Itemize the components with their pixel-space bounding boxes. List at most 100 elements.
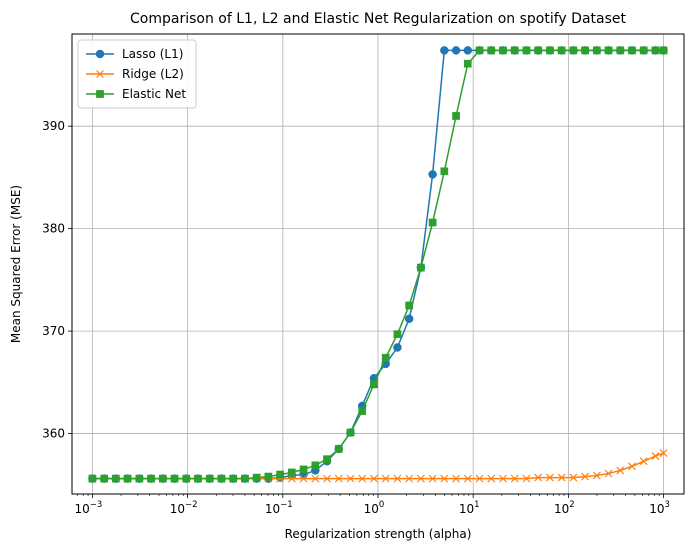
x-tick-label: 102 xyxy=(554,500,575,516)
x-tick-label-exponent: 3 xyxy=(664,500,669,510)
data-point xyxy=(616,466,625,475)
grid-layer xyxy=(72,34,684,494)
x-tick-label-base: 10 xyxy=(554,502,569,516)
data-point xyxy=(592,471,601,480)
data-point xyxy=(628,462,636,471)
data-point xyxy=(334,474,343,483)
data-point xyxy=(651,46,660,55)
data-point xyxy=(487,474,496,483)
data-point xyxy=(452,112,460,120)
data-point xyxy=(346,428,355,437)
data-point xyxy=(358,474,367,483)
x-marker-stroke xyxy=(534,473,543,482)
x-tick-label: 10−1 xyxy=(265,500,293,516)
x-tick-label-exponent: 0 xyxy=(379,500,384,510)
data-point xyxy=(463,46,473,55)
data-point xyxy=(487,46,496,55)
legend-item: Ridge (L2) xyxy=(86,67,184,81)
data-point xyxy=(123,474,132,483)
x-tick-label: 103 xyxy=(649,500,670,516)
x-tick-label-base: 10 xyxy=(364,502,379,516)
data-point xyxy=(428,170,437,179)
data-point xyxy=(252,473,261,482)
data-point xyxy=(381,474,390,483)
data-point xyxy=(510,474,519,483)
series-elastic-net xyxy=(88,46,668,483)
data-point xyxy=(323,455,331,464)
x-marker-stroke xyxy=(96,70,104,78)
x-marker-stroke xyxy=(311,474,320,483)
x-marker-stroke xyxy=(405,474,414,483)
x-marker-stroke xyxy=(487,474,496,483)
data-point xyxy=(440,474,449,483)
x-axis-label: Regularization strength (alpha) xyxy=(285,527,472,541)
data-point xyxy=(405,301,413,310)
x-tick-label-base: 10 xyxy=(265,502,280,516)
x-tick-label-base: 10 xyxy=(459,502,474,516)
data-point xyxy=(229,474,238,483)
data-point xyxy=(276,470,284,479)
data-point xyxy=(311,461,320,470)
legend-label: Ridge (L2) xyxy=(122,67,184,81)
x-marker-stroke xyxy=(475,474,484,483)
data-point xyxy=(323,474,331,483)
y-axis-label: Mean Squared Error (MSE) xyxy=(9,185,23,343)
data-point xyxy=(499,474,507,483)
data-point xyxy=(475,474,484,483)
data-point xyxy=(111,474,120,483)
data-point xyxy=(581,46,589,55)
x-marker-stroke xyxy=(323,474,331,483)
x-tick-label: 10−2 xyxy=(170,500,198,516)
data-point xyxy=(370,380,378,389)
data-point xyxy=(546,46,554,55)
data-point xyxy=(499,46,507,55)
data-point xyxy=(510,46,519,55)
data-point xyxy=(604,469,613,478)
legend-item: Lasso (L1) xyxy=(86,47,183,61)
x-marker-stroke xyxy=(428,474,437,483)
x-marker-stroke xyxy=(452,474,460,483)
x-marker-stroke xyxy=(346,474,355,483)
data-point xyxy=(428,474,437,483)
data-point xyxy=(158,474,167,483)
legend-label: Elastic Net xyxy=(122,87,186,101)
x-marker-stroke xyxy=(616,466,625,475)
x-tick-label-exponent: −1 xyxy=(280,500,293,510)
data-point xyxy=(381,353,390,362)
x-tick-label: 100 xyxy=(364,500,385,516)
legend: Lasso (L1) Ridge (L2) Elastic Net xyxy=(77,39,197,109)
data-point xyxy=(639,46,648,55)
x-marker-stroke xyxy=(370,474,378,483)
legend-marker xyxy=(96,90,104,98)
data-point xyxy=(534,46,543,55)
legend-marker xyxy=(95,49,105,59)
data-point xyxy=(393,330,402,339)
data-point xyxy=(358,407,367,415)
x-marker-stroke xyxy=(604,469,613,478)
x-marker-stroke xyxy=(592,471,601,480)
x-marker-stroke xyxy=(557,473,566,482)
x-marker-stroke xyxy=(510,474,519,483)
data-point xyxy=(404,314,414,324)
x-tick-label: 10−3 xyxy=(75,500,103,516)
data-point xyxy=(522,46,531,55)
data-point xyxy=(393,343,402,352)
x-marker-stroke xyxy=(393,474,402,483)
data-point xyxy=(592,46,601,55)
data-point xyxy=(205,474,214,483)
data-point xyxy=(452,474,460,483)
data-point xyxy=(451,46,461,55)
chart-title: Comparison of L1, L2 and Elastic Net Reg… xyxy=(130,11,626,27)
y-tick-label: 370 xyxy=(42,324,65,338)
data-point xyxy=(440,46,449,55)
data-point xyxy=(393,474,402,483)
y-tick-label: 360 xyxy=(42,427,65,441)
data-point xyxy=(346,474,355,483)
y-tick-label: 390 xyxy=(42,119,65,133)
x-marker-stroke xyxy=(545,473,554,482)
x-marker-stroke xyxy=(651,452,660,461)
data-point xyxy=(428,218,437,227)
data-point xyxy=(370,474,378,483)
legend-marker xyxy=(96,70,104,78)
